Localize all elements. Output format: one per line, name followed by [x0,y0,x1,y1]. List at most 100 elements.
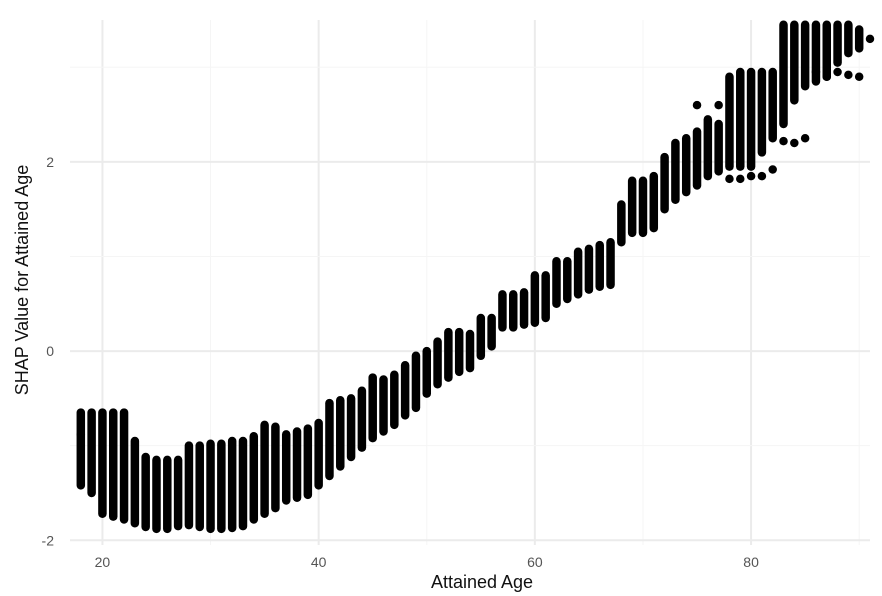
point-column-age-81 [757,67,767,157]
point-column-age-24 [141,452,150,532]
point-outlier-15 [854,72,864,82]
point-column-age-72 [660,152,669,214]
point-column-age-25 [152,455,161,534]
y-tick-label: 0 [46,343,54,359]
point-outlier-10 [800,133,810,143]
point-outlier-8 [779,136,788,146]
point-column-age-54 [465,329,475,373]
point-column-age-57 [498,290,507,332]
y-axis-title: SHAP Value for Attained Age [12,165,32,396]
point-column-age-39 [303,424,313,500]
point-column-age-62 [552,256,561,309]
point-column-age-29 [195,441,204,532]
x-tick-label: 40 [311,554,327,570]
point-column-age-80 [746,67,756,171]
point-column-age-33 [238,436,248,531]
point-column-age-23 [130,436,140,528]
point-column-age-48 [400,361,410,420]
point-column-age-51 [433,337,442,389]
point-column-age-64 [573,247,583,299]
point-column-age-37 [281,430,291,505]
point-column-age-69 [627,176,637,238]
y-tick-label: -2 [42,532,55,548]
point-column-age-89 [844,20,853,58]
y-tick-label: 2 [46,154,54,170]
point-column-age-19 [87,408,96,498]
point-column-age-84 [790,20,799,105]
point-column-age-53 [454,327,464,377]
point-outlier-4 [736,174,745,184]
point-column-age-73 [671,138,680,204]
point-column-age-43 [346,394,356,462]
point-column-age-66 [595,240,604,292]
point-column-age-78 [725,72,734,171]
point-column-age-32 [227,436,237,533]
point-outlier-3 [725,174,734,184]
point-column-age-42 [336,396,345,471]
point-column-age-79 [736,67,745,171]
point-column-age-30 [206,439,215,534]
point-outlier-0 [76,430,86,439]
point-outlier-2 [714,100,723,110]
point-column-age-40 [314,418,323,490]
x-axis-title: Attained Age [431,572,533,592]
point-column-age-88 [833,20,842,67]
point-outlier-5 [746,171,756,181]
point-column-age-67 [606,238,615,290]
point-outlier-6 [757,171,767,181]
point-column-age-35 [260,420,269,519]
point-column-age-82 [768,67,777,143]
point-outlier-16 [865,34,875,44]
point-outlier-12 [822,72,832,82]
point-column-age-90 [854,25,864,53]
point-column-age-36 [271,422,280,513]
point-column-age-70 [638,176,648,238]
point-column-age-34 [249,431,259,524]
point-column-age-47 [390,370,399,430]
point-column-age-65 [584,244,594,294]
point-column-age-26 [163,455,172,534]
point-column-age-38 [292,427,302,502]
x-tick-label: 80 [743,554,759,570]
point-column-age-85 [800,20,810,91]
point-outlier-11 [811,67,821,77]
y-axis-tick-labels: -2 0 2 [42,154,55,548]
point-outlier-7 [768,165,777,174]
point-column-age-21 [108,408,118,521]
x-tick-label: 20 [95,554,111,570]
point-column-age-74 [681,133,691,197]
point-column-age-44 [357,386,367,452]
point-column-age-68 [617,200,626,247]
point-outlier-14 [844,70,853,80]
point-column-age-87 [822,20,832,82]
point-column-age-41 [325,398,334,481]
data-points [76,20,875,534]
point-column-age-22 [119,408,129,524]
point-column-age-31 [217,439,226,534]
point-column-age-71 [649,171,659,233]
point-outlier-1 [692,100,702,110]
point-column-age-27 [173,455,183,531]
point-column-age-60 [530,271,540,327]
point-column-age-45 [368,373,377,443]
point-column-age-55 [476,313,486,361]
point-column-age-58 [508,290,518,332]
point-column-age-76 [703,115,713,181]
point-column-age-50 [422,346,432,398]
point-column-age-49 [411,351,421,413]
point-column-age-52 [444,327,453,382]
point-column-age-18 [76,408,86,490]
point-column-age-77 [714,119,723,176]
point-column-age-75 [692,127,702,190]
point-column-age-59 [519,288,529,329]
x-axis-tick-labels: 20 40 60 80 [95,554,759,570]
point-column-age-46 [379,375,388,436]
point-outlier-9 [790,138,799,148]
point-column-age-83 [779,20,788,129]
point-column-age-28 [184,441,194,530]
x-tick-label: 60 [527,554,543,570]
point-outlier-13 [833,67,842,77]
point-column-age-20 [98,408,107,519]
point-column-age-56 [487,313,496,351]
